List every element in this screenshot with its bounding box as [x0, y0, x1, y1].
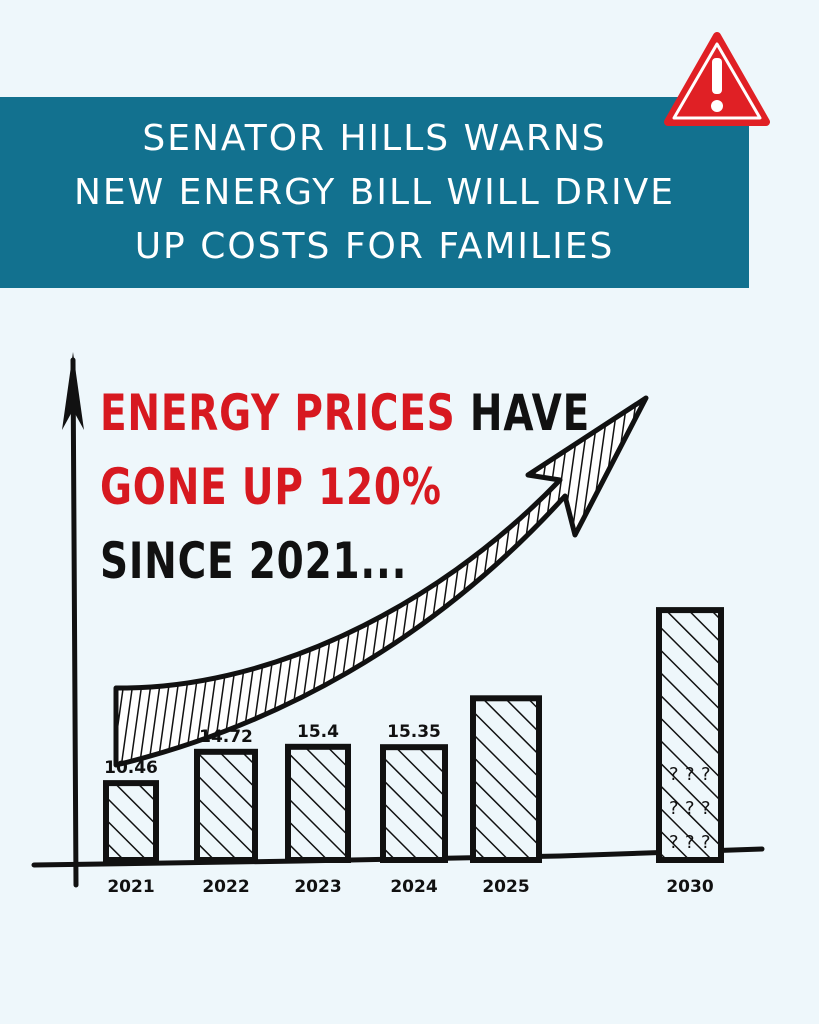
x-tick-label-2023: 2023 [294, 877, 341, 897]
question-mark-icon: ? [669, 764, 679, 785]
x-tick-label-2030: 2030 [666, 877, 713, 897]
bar-2023 [285, 743, 351, 863]
x-tick-label-2024: 2024 [390, 877, 437, 897]
y-axis-arrowhead [62, 352, 84, 430]
value-label-2022: 14.72 [199, 727, 253, 747]
headline-text: ENERGY PRICES HAVE GONE UP 120% SINCE 20… [100, 376, 590, 598]
question-mark-icon: ? [685, 832, 695, 853]
banner-line-3: UP COSTS FOR FAMILIES [134, 225, 615, 267]
headline-banner: SENATOR HILLS WARNS NEW ENERGY BILL WILL… [0, 97, 749, 288]
question-mark-icon: ? [701, 764, 711, 785]
headline-gone-up: GONE UP 120% [100, 458, 442, 516]
headline-since: SINCE 2021... [100, 532, 408, 590]
trend-arrow [113, 395, 649, 768]
headline-energy-prices: ENERGY PRICES [100, 384, 456, 442]
bar-2021 [103, 780, 159, 863]
question-mark-icon: ? [669, 832, 679, 853]
value-label-2021: 10.46 [104, 758, 158, 778]
question-mark-icon: ? [701, 798, 711, 819]
bar-2025 [470, 695, 542, 863]
bar-chart: ????????? 10.46 2021 14.72 2022 15.4 2023 15.3… [31, 352, 765, 897]
banner-line-1: SENATOR HILLS WARNS [142, 117, 607, 159]
question-mark-icon: ? [669, 798, 679, 819]
x-tick-label-2021: 2021 [107, 877, 154, 897]
value-label-2023: 15.4 [297, 722, 339, 742]
bar-2024 [380, 744, 448, 863]
bar-2022 [194, 748, 258, 864]
question-mark-icon: ? [685, 764, 695, 785]
warning-triangle-icon [664, 32, 770, 126]
y-axis [70, 357, 79, 888]
value-label-2024: 15.35 [387, 722, 441, 742]
headline-have: HAVE [455, 384, 591, 442]
question-mark-icon: ? [685, 798, 695, 819]
x-tick-label-2022: 2022 [202, 877, 249, 897]
bar-2030 [656, 607, 724, 863]
banner-line-2: NEW ENERGY BILL WILL DRIVE [73, 171, 676, 213]
x-tick-label-2025: 2025 [482, 877, 529, 897]
question-mark-icon: ? [701, 832, 711, 853]
